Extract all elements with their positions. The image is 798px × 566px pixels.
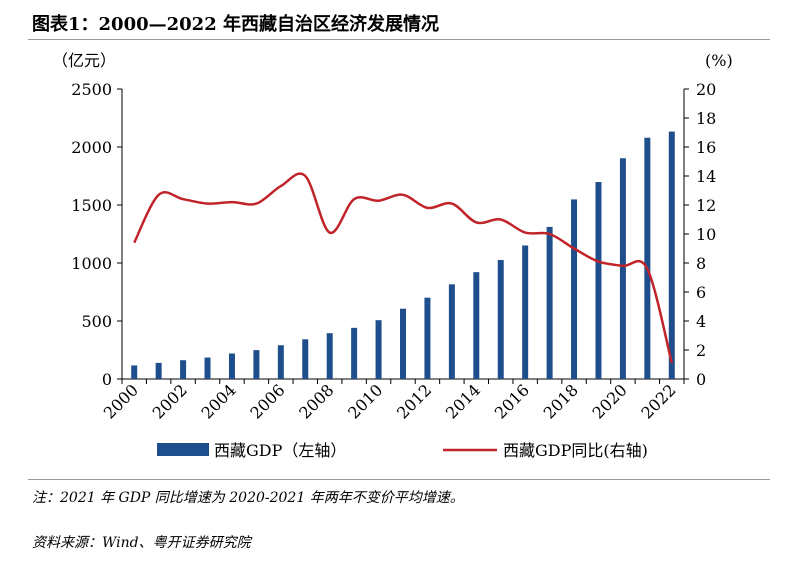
x-axis-tick-label: 2022 <box>637 380 679 422</box>
gdp-bar <box>180 360 187 379</box>
right-axis-tick-label: 10 <box>696 225 716 244</box>
right-axis-tick-label: 20 <box>696 80 716 99</box>
gdp-bar <box>302 339 309 379</box>
right-axis-tick-label: 8 <box>696 254 706 273</box>
title-divider <box>28 39 770 40</box>
x-axis-tick-label: 2002 <box>149 380 191 422</box>
x-axis-tick-label: 2008 <box>295 380 337 422</box>
left-axis-tick-label: 2000 <box>71 138 112 157</box>
gdp-bar <box>204 357 211 379</box>
axes: 0 500 1000 1500 2000 2500 （亿元） 0 2 4 6 8 10 12 14 16 18 2… <box>52 51 733 423</box>
left-axis-tick-label: 2500 <box>71 80 112 99</box>
chart-note: 注：2021 年 GDP 同比增速为 2020-2021 年两年不变价平均增速。 <box>32 490 464 506</box>
left-axis-tick-label: 1500 <box>71 196 112 215</box>
left-axis-tick-label: 0 <box>102 370 112 389</box>
left-axis-unit: （亿元） <box>52 51 116 70</box>
x-axis-tick-label: 2004 <box>198 380 240 422</box>
x-axis-tick-label: 2010 <box>344 380 386 422</box>
right-axis-tick-label: 14 <box>696 167 716 186</box>
legend-bar-swatch <box>157 443 209 456</box>
right-axis-tick-label: 2 <box>696 341 706 360</box>
gdp-bar <box>400 308 406 379</box>
figure-title: 图表1：2000—2022 年西藏自治区经济发展情况 <box>32 14 439 35</box>
gdp-bar <box>448 284 455 379</box>
right-axis-tick-label: 4 <box>696 312 706 331</box>
legend-bar-label: 西藏GDP（左轴） <box>214 441 346 460</box>
line-series <box>133 172 674 364</box>
left-axis-tick-label: 500 <box>81 312 112 331</box>
gdp-bar <box>546 226 553 379</box>
gdp-bar <box>375 320 382 379</box>
gdp-bar <box>351 327 358 379</box>
gdp-bar <box>131 365 138 379</box>
gdp-bar <box>644 137 651 379</box>
bottom-divider <box>28 479 770 480</box>
right-axis-tick-label: 18 <box>696 109 716 128</box>
gdp-chart: 0 500 1000 1500 2000 2500 （亿元） 0 2 4 6 8 10 12 14 16 18 2… <box>52 51 733 460</box>
bar-series <box>131 131 675 379</box>
right-axis-tick-label: 6 <box>696 283 706 302</box>
gdp-bar <box>424 297 431 379</box>
x-axis-tick-label: 2006 <box>246 380 288 422</box>
gdp-bar <box>473 272 480 379</box>
x-axis-tick-label: 2020 <box>589 380 631 422</box>
gdp-bar <box>595 182 602 379</box>
legend-line-label: 西藏GDP同比(右轴) <box>503 441 648 460</box>
gdp-bar <box>326 333 333 379</box>
left-axis-tick-label: 1000 <box>71 254 112 273</box>
gdp-bar <box>497 259 504 379</box>
gdp-bar <box>619 158 626 379</box>
right-axis-tick-label: 16 <box>696 138 716 157</box>
gdp-growth-line <box>133 172 674 364</box>
x-axis-tick-label: 2014 <box>442 380 484 422</box>
x-axis-tick-label: 2018 <box>540 380 582 422</box>
gdp-bar <box>277 345 284 379</box>
gdp-bar <box>253 350 260 379</box>
right-axis-unit: (%) <box>705 51 733 70</box>
gdp-bar <box>228 353 235 379</box>
gdp-bar <box>522 245 529 379</box>
x-axis-tick-label: 2012 <box>393 380 435 422</box>
x-axis-tick-label: 2016 <box>491 380 533 422</box>
gdp-bar <box>668 131 675 379</box>
right-axis-tick-label: 0 <box>696 370 706 389</box>
gdp-bar <box>571 199 578 379</box>
right-axis-tick-label: 12 <box>696 196 716 215</box>
gdp-bar <box>155 362 162 379</box>
chart-source: 资料来源：Wind、粤开证券研究院 <box>32 535 251 551</box>
legend: 西藏GDP（左轴） 西藏GDP同比(右轴) <box>157 441 648 460</box>
